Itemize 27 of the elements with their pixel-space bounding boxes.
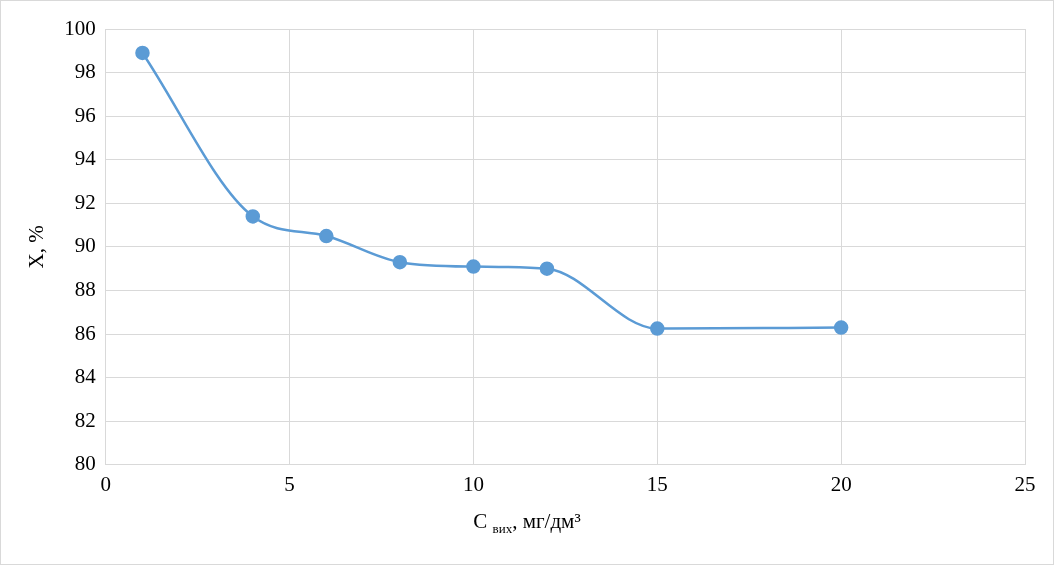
x-tick-label: 0: [100, 471, 111, 496]
point: [135, 45, 150, 61]
y-tick-label: 84: [74, 364, 97, 389]
y-tick-label: 86: [74, 320, 96, 345]
point: [245, 209, 261, 224]
y-tick-label: 90: [74, 233, 96, 258]
y-tick-label: 80: [74, 451, 96, 476]
point: [833, 320, 849, 335]
y-tick-label: 100: [64, 15, 96, 40]
y-tick-label: 82: [74, 407, 96, 432]
point: [650, 321, 665, 336]
y-tick-label: 94: [74, 146, 97, 171]
x-tick-label: 25: [1014, 471, 1036, 496]
point: [539, 261, 555, 276]
y-tick-label: 98: [74, 59, 96, 84]
x-tick-label: 5: [284, 471, 295, 496]
x-tick-label: 10: [462, 471, 484, 496]
point: [466, 259, 481, 274]
y-tick-label: 88: [74, 277, 96, 301]
point: [392, 254, 408, 270]
x-axis-title: C $_{вих}$, мг/дм³: [472, 509, 582, 538]
x-tick-label: 20: [830, 471, 852, 496]
y-tick-label: 92: [74, 189, 96, 214]
y-axis-title: X, %: [24, 225, 49, 269]
y-tick-label: 96: [74, 102, 96, 127]
x-tick-label: 15: [646, 471, 668, 496]
point: [319, 228, 334, 244]
